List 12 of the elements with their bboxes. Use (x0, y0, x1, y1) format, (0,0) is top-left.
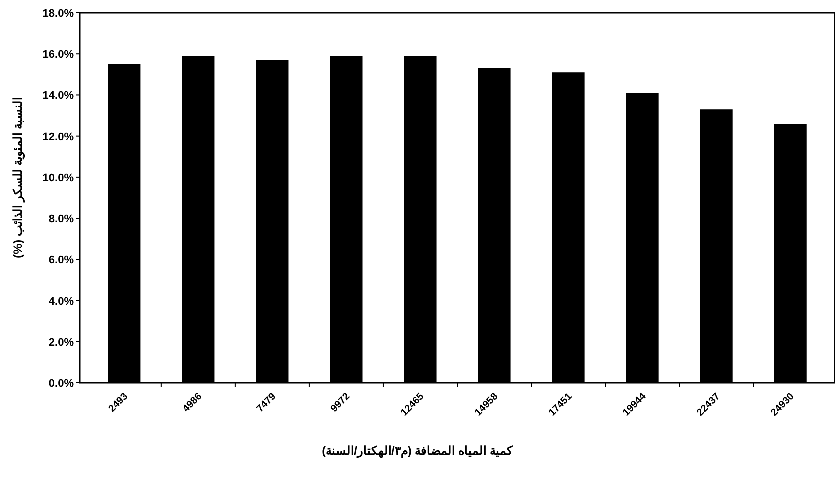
y-tick-label: 10.0% (42, 172, 74, 184)
y-tick-label: 14.0% (42, 90, 74, 102)
y-tick-label: 12.0% (42, 131, 74, 144)
y-tick-label: 16.0% (42, 49, 74, 62)
x-axis-title: كمية المياه المضافة (م٣/الهكتار/السنة) (322, 444, 513, 459)
y-tick-label: 6.0% (48, 254, 74, 267)
y-tick-label: 18.0% (42, 8, 74, 20)
y-tick-label: 8.0% (48, 214, 74, 226)
y-tick-label: 4.0% (48, 296, 74, 308)
y-tick-label: 2.0% (48, 336, 74, 349)
y-axis-title: النسبة المئوية للسكر الذائب (%) (11, 98, 26, 258)
y-tick-label: 0.0% (48, 378, 74, 390)
